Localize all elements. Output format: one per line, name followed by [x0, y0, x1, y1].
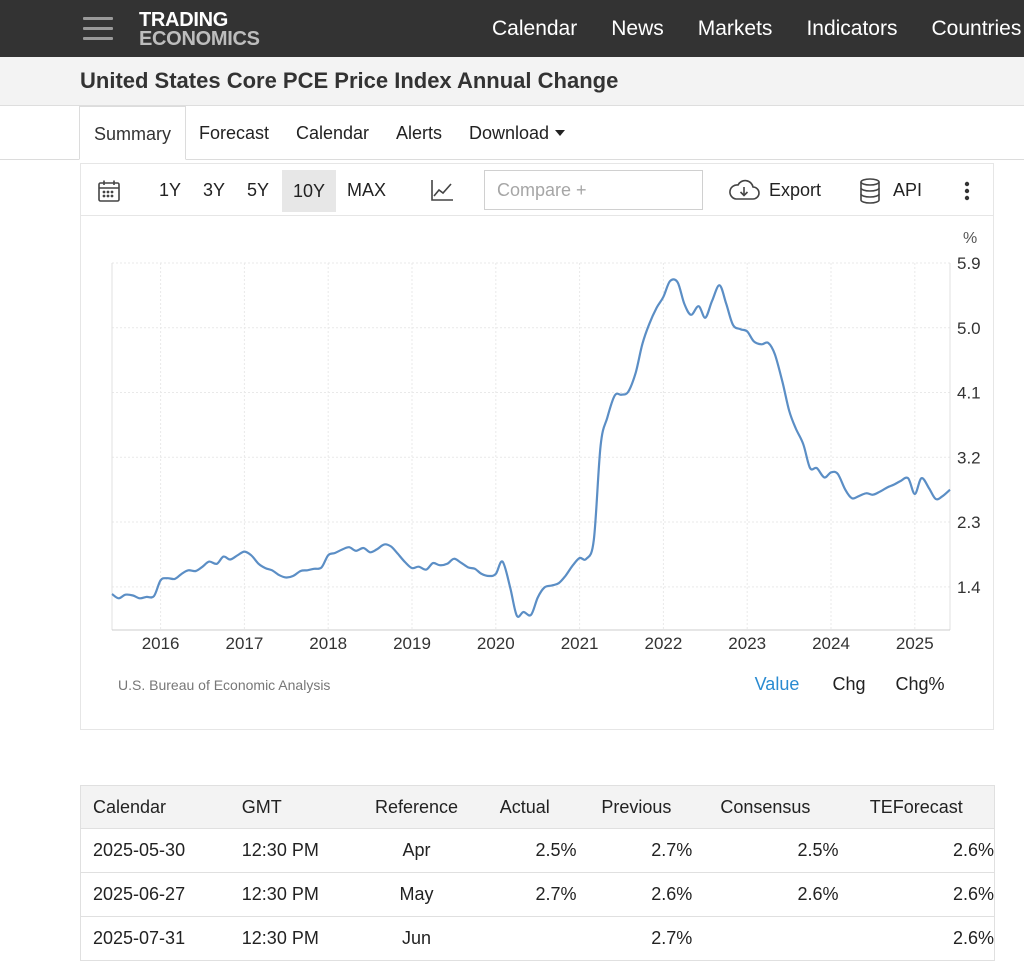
cell-consensus: 2.5% — [692, 828, 839, 873]
cell-teforecast: 2.6% — [838, 872, 995, 917]
cell-actual — [472, 916, 581, 961]
y-tick-label: 2.3 — [957, 513, 981, 532]
y-tick-label: 4.1 — [957, 384, 981, 403]
tab-download[interactable]: Download — [469, 106, 566, 160]
y-tick-label: 5.9 — [957, 254, 981, 273]
chart-source: U.S. Bureau of Economic Analysis — [118, 677, 330, 693]
line-chart: 1.4 2.3 3.2 4.1 5.0 5.9% 2016 2017 2018 2019 2020 2… — [111, 230, 981, 694]
chart-type-icon[interactable] — [430, 178, 454, 202]
table-row: 2025-05-30 12:30 PM Apr 2.5% 2.7% 2.5% 2… — [80, 828, 995, 873]
range-max[interactable]: MAX — [347, 180, 387, 200]
x-tick-label: 2023 — [728, 634, 766, 653]
tab-divider — [0, 159, 1024, 160]
x-tick-label: 2024 — [812, 634, 850, 653]
cell-date: 2025-06-27 — [80, 872, 242, 917]
tab-alerts[interactable]: Alerts — [396, 123, 443, 143]
col-header-actual[interactable]: Actual — [472, 785, 581, 829]
y-tick-label: 3.2 — [957, 448, 981, 467]
col-header-reference[interactable]: Reference — [360, 785, 473, 829]
table-row: 2025-06-27 12:30 PM May 2.7% 2.6% 2.6% 2… — [80, 872, 995, 917]
y-tick-label: 5.0 — [957, 319, 981, 338]
chart-panel: 1Y 3Y 5Y 10Y MAX Compare + Export — [80, 163, 994, 730]
logo-text-line2: ECONOMICS — [139, 28, 260, 50]
x-tick-label: 2019 — [393, 634, 431, 653]
site-logo[interactable]: TRADING ECONOMICS — [139, 9, 260, 50]
cell-date: 2025-07-31 — [80, 916, 242, 961]
api-button[interactable]: API — [893, 180, 923, 200]
nav-markets[interactable]: Markets — [697, 17, 773, 40]
x-tick-label: 2022 — [644, 634, 682, 653]
col-header-teforecast[interactable]: TEForecast — [838, 785, 995, 829]
mode-chg[interactable]: Chg — [832, 674, 865, 694]
cell-teforecast: 2.6% — [838, 916, 995, 961]
chart-toolbar: 1Y 3Y 5Y 10Y MAX Compare + Export — [81, 164, 993, 216]
y-tick-label: 1.4 — [957, 578, 981, 597]
tab-download-label: Download — [469, 123, 550, 143]
cell-gmt: 12:30 PM — [241, 916, 361, 961]
cell-actual: 2.7% — [472, 872, 581, 917]
series-line[interactable] — [111, 278, 951, 618]
export-button[interactable]: Export — [769, 180, 822, 200]
cell-gmt: 12:30 PM — [241, 872, 361, 917]
table-header-row: Calendar GMT Reference Actual Previous C… — [80, 785, 995, 829]
x-tick-label: 2020 — [477, 634, 515, 653]
cell-consensus — [692, 916, 839, 961]
mode-value[interactable]: Value — [755, 674, 800, 694]
range-1y[interactable]: 1Y — [158, 180, 182, 200]
x-tick-label: 2017 — [225, 634, 263, 653]
cell-teforecast: 2.6% — [838, 828, 995, 873]
compare-input[interactable]: Compare + — [484, 170, 703, 210]
nav-news[interactable]: News — [611, 17, 664, 40]
col-header-previous[interactable]: Previous — [580, 785, 693, 829]
title-bar: United States Core PCE Price Index Annua… — [0, 57, 1024, 106]
cell-reference: May — [360, 872, 473, 917]
mode-chg-pct[interactable]: Chg% — [895, 674, 944, 694]
col-header-consensus[interactable]: Consensus — [692, 785, 839, 829]
cell-reference: Apr — [360, 828, 473, 873]
cloud-download-icon[interactable] — [728, 178, 760, 202]
caret-down-icon — [555, 129, 566, 136]
logo-text-line1: TRADING — [139, 9, 229, 31]
cell-actual: 2.5% — [472, 828, 581, 873]
tab-forecast[interactable]: Forecast — [199, 123, 270, 143]
calendar-icon[interactable] — [97, 179, 121, 202]
table-row: 2025-07-31 12:30 PM Jun 2.7% 2.6% — [80, 916, 995, 961]
menu-icon[interactable] — [83, 16, 113, 40]
tab-bar: Summary Forecast Calendar Alerts Downloa… — [0, 106, 1024, 160]
calendar-table: Calendar GMT Reference Actual Previous C… — [80, 785, 995, 961]
range-3y[interactable]: 3Y — [202, 180, 226, 200]
cell-previous: 2.7% — [580, 828, 693, 873]
page-title: United States Core PCE Price Index Annua… — [80, 68, 619, 93]
more-vertical-icon[interactable] — [963, 181, 971, 201]
cell-previous: 2.6% — [580, 872, 693, 917]
x-tick-label: 2018 — [309, 634, 347, 653]
unit-label: % — [963, 230, 977, 247]
database-icon[interactable] — [859, 178, 881, 204]
x-tick-label: 2021 — [561, 634, 599, 653]
col-header-calendar[interactable]: Calendar — [80, 785, 242, 829]
x-tick-label: 2016 — [142, 634, 180, 653]
col-header-gmt[interactable]: GMT — [241, 785, 361, 829]
cell-reference: Jun — [360, 916, 473, 961]
cell-consensus: 2.6% — [692, 872, 839, 917]
cell-previous: 2.7% — [580, 916, 693, 961]
x-tick-label: 2025 — [896, 634, 934, 653]
cell-gmt: 12:30 PM — [241, 828, 361, 873]
nav-countries[interactable]: Countries — [931, 17, 1022, 40]
range-10y[interactable]: 10Y — [282, 170, 336, 212]
nav-calendar[interactable]: Calendar — [492, 17, 578, 40]
main-nav: Calendar News Markets Indicators Countri… — [475, 0, 1024, 57]
tab-summary[interactable]: Summary — [79, 106, 186, 160]
tab-calendar[interactable]: Calendar — [296, 123, 370, 143]
range-5y[interactable]: 5Y — [246, 180, 270, 200]
cell-date: 2025-05-30 — [80, 828, 242, 873]
chart-area: 1.4 2.3 3.2 4.1 5.0 5.9% 2016 2017 2018 2019 2020 2… — [81, 217, 993, 729]
nav-indicators[interactable]: Indicators — [806, 17, 898, 40]
top-navbar: TRADING ECONOMICS Calendar News Markets … — [0, 0, 1024, 57]
